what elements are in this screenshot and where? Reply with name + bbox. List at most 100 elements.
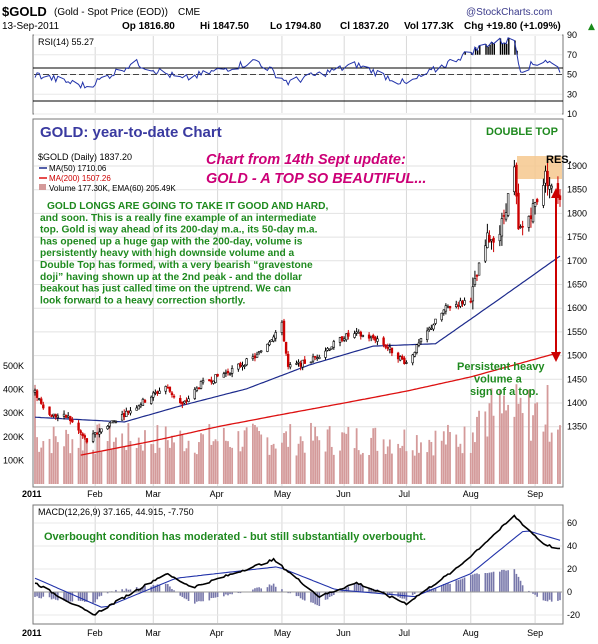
macd-histogram-bar	[550, 592, 553, 602]
candle-body	[459, 300, 462, 307]
candle-body	[297, 361, 300, 364]
macd-histogram-bar	[81, 592, 84, 602]
candle-body	[502, 215, 506, 217]
macd-histogram-bar	[355, 583, 358, 592]
macd-histogram-bar	[434, 588, 437, 592]
volume-bar	[106, 441, 109, 484]
candle-body	[48, 406, 51, 415]
macd-histogram-bar	[36, 592, 38, 597]
resistance-label: RES.	[546, 154, 572, 166]
macd-histogram-bar	[432, 588, 435, 592]
candle-body	[156, 391, 159, 394]
macd-histogram-bar	[187, 592, 190, 601]
candle-body	[64, 415, 68, 418]
macd-histogram-bar	[140, 588, 142, 592]
volume-bar	[40, 447, 43, 484]
volume-bar	[152, 444, 155, 484]
macd-histogram-bar	[312, 592, 314, 603]
candle-body	[311, 356, 315, 362]
volume-bar	[492, 415, 495, 484]
candle-body	[434, 318, 437, 324]
volume-bar	[382, 439, 385, 484]
candle-body	[330, 346, 333, 350]
volume-bar	[225, 440, 227, 484]
volume-bar	[227, 441, 229, 484]
macd-histogram-bar	[42, 592, 45, 597]
volume-bar	[83, 437, 86, 484]
candle-body	[266, 343, 269, 352]
update-line-2: GOLD - A TOP SO BEAUTIFUL...	[206, 171, 426, 187]
candle-body	[152, 392, 155, 398]
macd-histogram-bar	[345, 588, 348, 592]
candle-body	[506, 193, 510, 216]
month-label: Jun	[336, 489, 351, 499]
macd-histogram-bar	[316, 592, 319, 606]
candle-body	[108, 422, 111, 427]
candle-body	[137, 405, 140, 410]
macd-histogram-bar	[212, 592, 215, 598]
macd-note: Overbought condition has moderated - but…	[44, 531, 426, 543]
macd-histogram-bar	[536, 592, 538, 597]
macd-histogram-bar	[534, 592, 536, 595]
candle-body	[492, 237, 495, 243]
volume-bar	[457, 446, 460, 484]
volume-bar	[135, 447, 138, 484]
commentary-line: top. Gold is way ahead of its 200-day m.…	[40, 225, 318, 236]
price-tick-label: 1500	[567, 351, 587, 361]
volume-bar	[301, 441, 304, 484]
volume-bar	[353, 448, 356, 484]
macd-histogram-bar	[34, 592, 36, 597]
commentary-line: look forward to a heavy correction short…	[40, 295, 245, 306]
volume-bar	[370, 437, 373, 484]
price-tick-label: 1650	[567, 280, 587, 290]
volume-bar	[461, 453, 464, 484]
volume-bar	[527, 389, 530, 484]
macd-histogram-bar	[167, 584, 169, 592]
macd-histogram-bar	[164, 583, 167, 592]
volume-tick-label: 500K	[3, 361, 24, 371]
candle-body	[125, 410, 128, 417]
macd-histogram-bar	[357, 584, 360, 592]
macd-histogram-bar	[169, 586, 171, 592]
candle-body	[96, 432, 99, 435]
month-label: Sep	[527, 489, 543, 499]
volume-bar	[67, 433, 70, 484]
volume-bar	[355, 428, 358, 484]
macd-histogram-bar	[202, 592, 204, 602]
macd-histogram-bar	[397, 592, 399, 597]
macd-histogram-bar	[532, 592, 534, 594]
volume-bar	[208, 424, 211, 484]
commentary-line: Double Top has formed, with a very beari…	[40, 260, 313, 271]
price-tick-label: 1800	[567, 208, 587, 218]
ytd-title: GOLD: year-to-date Chart	[40, 124, 222, 141]
candle-body	[85, 438, 89, 443]
macd-histogram-bar	[281, 589, 283, 592]
candle-body	[419, 338, 423, 343]
volume-bar	[415, 435, 418, 484]
commentary-line: persistently heavy with high downside vo…	[40, 248, 295, 259]
candle-body	[498, 233, 502, 242]
volume-bar	[328, 426, 331, 484]
candle-body	[411, 354, 414, 364]
candle-body	[183, 401, 186, 404]
volume-bar	[183, 451, 186, 484]
candle-body	[299, 362, 302, 367]
candle-body	[185, 399, 188, 402]
candle-body	[241, 365, 244, 368]
candle-body	[52, 413, 55, 416]
volume-bar	[447, 424, 449, 484]
volume-bar	[430, 441, 433, 484]
macd-histogram-bar	[214, 592, 217, 598]
volume-bar	[71, 439, 74, 484]
macd-histogram-bar	[179, 592, 182, 596]
macd-histogram-bar	[505, 570, 507, 592]
candle-body	[519, 226, 522, 228]
volume-bar	[534, 403, 536, 484]
volume-bar	[513, 416, 516, 484]
candle-body	[91, 433, 95, 442]
candle-body	[361, 334, 365, 337]
volume-bar	[96, 424, 99, 484]
macd-histogram-bar	[183, 592, 186, 599]
macd-histogram-bar	[208, 592, 211, 601]
commentary-line: GOLD LONGS ARE GOING TO TAKE IT GOOD AND…	[47, 201, 328, 212]
